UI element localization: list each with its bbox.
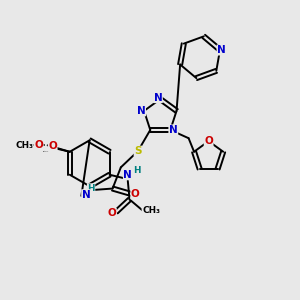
Text: CH₃: CH₃ [15, 141, 33, 150]
Text: S: S [134, 146, 142, 156]
Text: O: O [204, 136, 213, 146]
Text: O: O [34, 140, 43, 150]
Text: O: O [107, 208, 116, 218]
Text: N: N [169, 125, 178, 135]
Text: CH₃: CH₃ [142, 206, 160, 215]
Text: O: O [131, 189, 140, 199]
Text: N: N [123, 170, 132, 180]
Text: O: O [48, 142, 57, 152]
Text: H: H [87, 184, 95, 193]
Text: methoxy: methoxy [43, 151, 49, 152]
Text: N: N [137, 106, 146, 116]
Text: H: H [133, 166, 140, 175]
Text: N: N [82, 190, 91, 200]
Text: N: N [154, 93, 162, 103]
Text: N: N [217, 45, 226, 55]
